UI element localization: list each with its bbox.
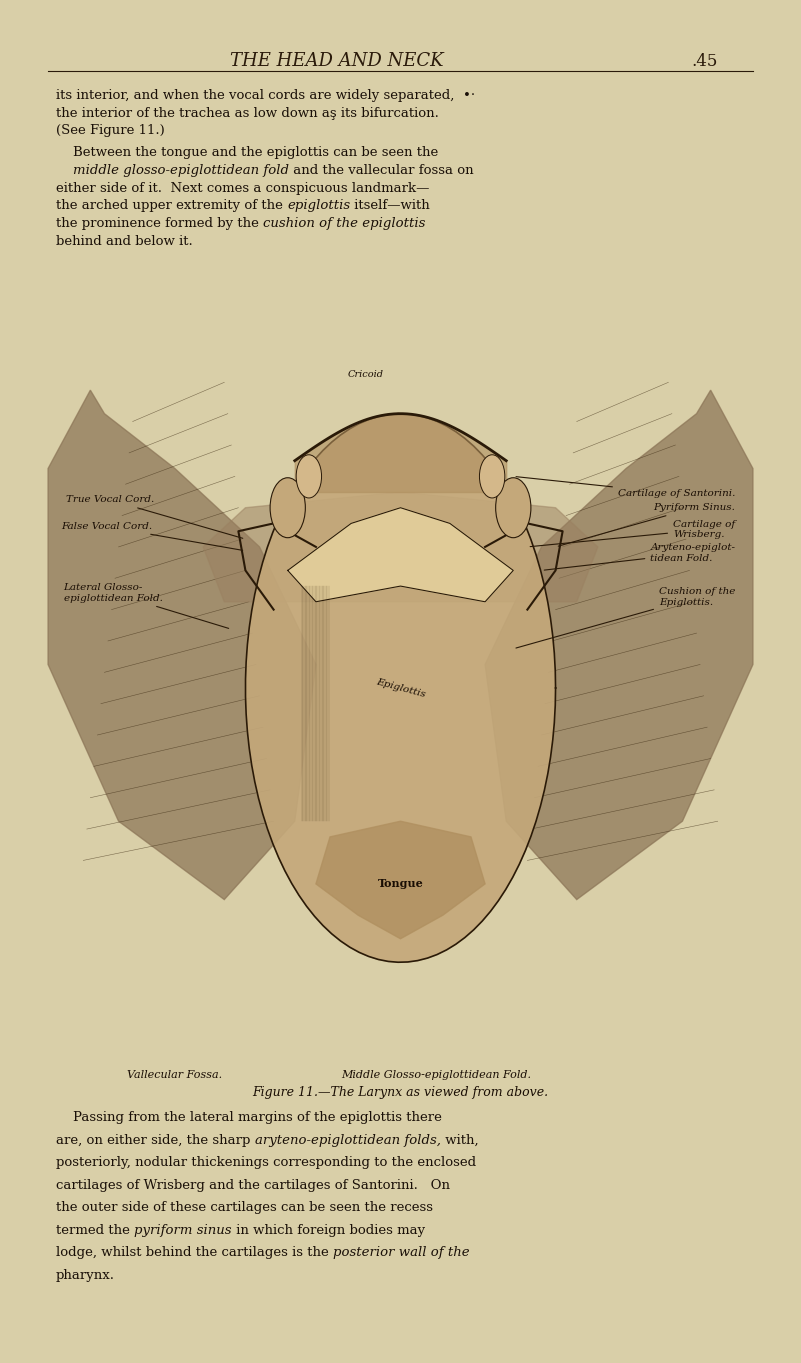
Text: either side of it.  Next comes a conspicuous landmark—: either side of it. Next comes a conspicu… [56, 181, 429, 195]
Text: pyriform sinus: pyriform sinus [135, 1224, 231, 1236]
Text: Cushion of the
Epiglottis.: Cushion of the Epiglottis. [516, 587, 735, 647]
Circle shape [270, 478, 305, 538]
Polygon shape [48, 390, 316, 900]
Text: lodge, whilst behind the cartilages is the: lodge, whilst behind the cartilages is t… [56, 1246, 333, 1259]
Text: Pyriform Sinus.: Pyriform Sinus. [558, 503, 735, 547]
Circle shape [296, 455, 321, 497]
Text: the prominence formed by the: the prominence formed by the [56, 217, 264, 230]
Text: Vallecular Fossa.: Vallecular Fossa. [127, 1070, 223, 1079]
Text: .45: .45 [692, 53, 718, 70]
Text: False Vocal Cord.: False Vocal Cord. [61, 522, 243, 551]
Text: True Vocal Cord.: True Vocal Cord. [66, 495, 243, 538]
Text: and the vallecular fossa on: and the vallecular fossa on [289, 164, 473, 177]
Text: Figure 11.—The Larynx as viewed from above.: Figure 11.—The Larynx as viewed from abo… [252, 1086, 549, 1100]
Polygon shape [245, 414, 556, 962]
Text: posteriorly, nodular thickenings corresponding to the enclosed: posteriorly, nodular thickenings corresp… [56, 1156, 477, 1169]
Text: Epiglottis: Epiglottis [375, 677, 426, 699]
Polygon shape [316, 821, 485, 939]
Text: posterior wall of the: posterior wall of the [333, 1246, 469, 1259]
Text: Cartilage of
Wrisberg.: Cartilage of Wrisberg. [530, 519, 735, 547]
Text: in which foreign bodies may: in which foreign bodies may [231, 1224, 425, 1236]
Text: epiglottis: epiglottis [288, 199, 350, 213]
Text: Middle Glosso-epiglottidean Fold.: Middle Glosso-epiglottidean Fold. [340, 1070, 531, 1079]
Text: THE HEAD AND NECK: THE HEAD AND NECK [230, 52, 443, 71]
Polygon shape [203, 492, 598, 602]
Text: termed the: termed the [56, 1224, 135, 1236]
Text: pharynx.: pharynx. [56, 1269, 115, 1281]
Text: behind and below it.: behind and below it. [56, 234, 193, 248]
Text: itself—with: itself—with [350, 199, 430, 213]
FancyBboxPatch shape [48, 273, 753, 1056]
Text: cushion of the epiglottis: cushion of the epiglottis [264, 217, 425, 230]
Text: Tongue: Tongue [377, 878, 424, 890]
Text: Aryteno-epiglot-
tidean Fold.: Aryteno-epiglot- tidean Fold. [544, 544, 735, 570]
Circle shape [480, 455, 505, 497]
Text: Cartilage of Santorini.: Cartilage of Santorini. [516, 477, 735, 497]
Text: •·: •· [463, 89, 475, 102]
Text: the interior of the trachea as low down aş its bifurcation.: the interior of the trachea as low down … [56, 106, 439, 120]
Text: Cricoid: Cricoid [348, 369, 383, 379]
Text: (See Figure 11.): (See Figure 11.) [56, 124, 165, 138]
Text: Passing from the lateral margins of the epiglottis there: Passing from the lateral margins of the … [56, 1111, 442, 1124]
Text: the outer side of these cartilages can be seen the recess: the outer side of these cartilages can b… [56, 1201, 433, 1214]
Text: are, on either side, the sharp: are, on either side, the sharp [56, 1134, 255, 1146]
Text: aryteno-epiglottidean folds,: aryteno-epiglottidean folds, [255, 1134, 441, 1146]
Text: cartilages of Wrisberg and the cartilages of Santorini.   On: cartilages of Wrisberg and the cartilage… [56, 1179, 450, 1191]
Polygon shape [485, 390, 753, 900]
Text: the arched upper extremity of the: the arched upper extremity of the [56, 199, 288, 213]
Polygon shape [288, 508, 513, 602]
Text: Between the tongue and the epiglottis can be seen the: Between the tongue and the epiglottis ca… [56, 146, 438, 159]
Text: Lateral Glosso-
epiglottidean Fold.: Lateral Glosso- epiglottidean Fold. [63, 583, 228, 628]
Circle shape [496, 478, 531, 538]
Text: with,: with, [441, 1134, 478, 1146]
Text: its interior, and when the vocal cords are widely separated,: its interior, and when the vocal cords a… [56, 89, 463, 102]
Text: middle glosso-epiglottidean fold: middle glosso-epiglottidean fold [73, 164, 289, 177]
